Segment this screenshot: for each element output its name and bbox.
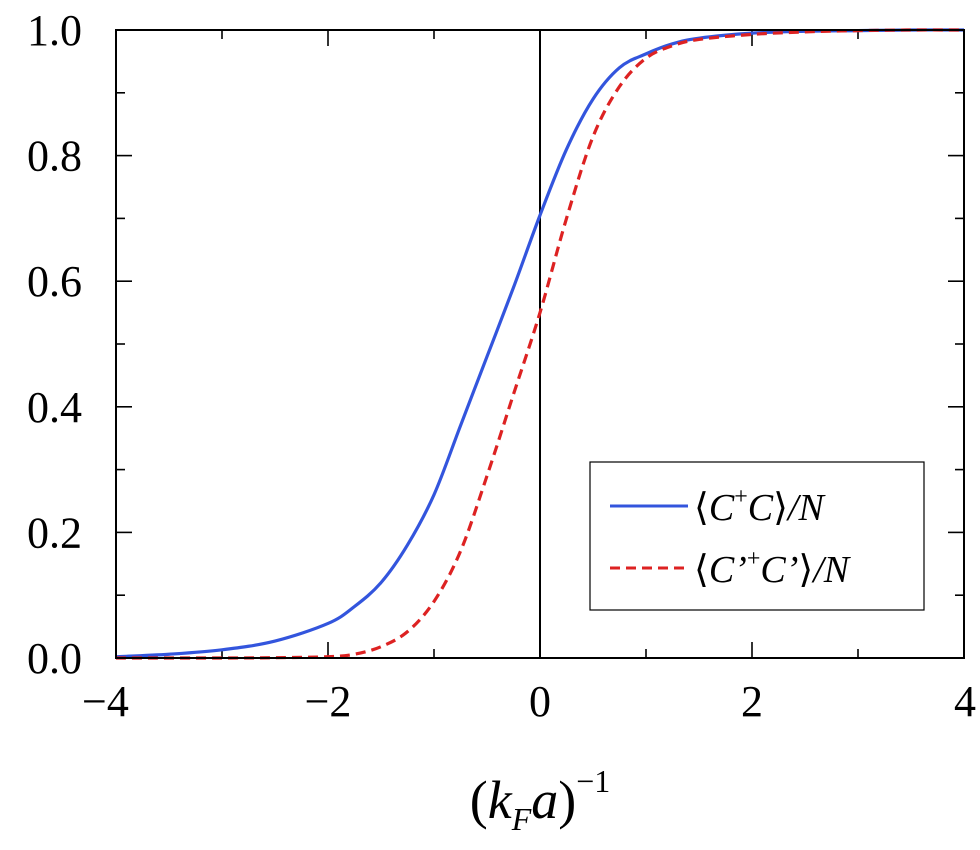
y-tick-label: 0.0	[27, 634, 82, 683]
legend-2-suffix: /N	[811, 549, 852, 591]
x-axis-title-open: (	[470, 770, 488, 830]
legend-2-open: ⟨	[694, 549, 709, 591]
legend-1-c1: C	[709, 487, 735, 529]
legend-2-sup: +	[747, 546, 761, 572]
y-tick-labels: 0.0 0.2 0.4 0.6 0.8 1.0	[27, 6, 82, 683]
legend-box	[589, 461, 925, 611]
plot-frame	[115, 29, 965, 659]
y-tick-label: 0.8	[27, 132, 82, 181]
series-line-2	[115, 28, 965, 660]
legend-2-c2: C’	[760, 549, 798, 591]
x-tick-labels: −4 −2 0 2 4	[82, 677, 976, 726]
x-tick-label: −4	[82, 677, 129, 726]
legend-1-suffix: /N	[786, 487, 827, 529]
x-tick-label: 0	[529, 677, 551, 726]
legend-label-series-1: ⟨C+C⟩/N	[694, 484, 826, 529]
x-axis-title-close: )	[558, 770, 576, 830]
x-axis-title-sup: −1	[576, 763, 610, 799]
y-tick-label: 0.2	[27, 508, 82, 557]
x-tick-label: 2	[741, 677, 763, 726]
x-axis-title-a: a	[531, 770, 558, 830]
legend-label-series-2: ⟨C’+C’⟩/N	[694, 546, 852, 591]
legend-2-close: ⟩	[798, 549, 813, 591]
x-tick-label: 4	[954, 677, 976, 726]
x-axis-title-sub: F	[511, 801, 532, 837]
legend-2-c1: C’	[709, 549, 747, 591]
series-line-1	[115, 28, 965, 659]
x-axis-title: (kFa)−1	[470, 763, 611, 837]
legend-1-close: ⟩	[773, 487, 788, 529]
legend-1-open: ⟨	[694, 487, 709, 529]
x-axis-title-k: k	[488, 770, 513, 830]
series-layer	[115, 28, 965, 660]
y-tick-label: 0.6	[27, 257, 82, 306]
x-tick-label: −2	[305, 677, 352, 726]
y-tick-label: 1.0	[27, 6, 82, 55]
legend-1-sup: +	[734, 484, 748, 510]
legend-1-c2: C	[748, 487, 774, 529]
y-tick-label: 0.4	[27, 383, 82, 432]
legend: ⟨C+C⟩/N ⟨C’+C’⟩/N	[589, 461, 925, 611]
